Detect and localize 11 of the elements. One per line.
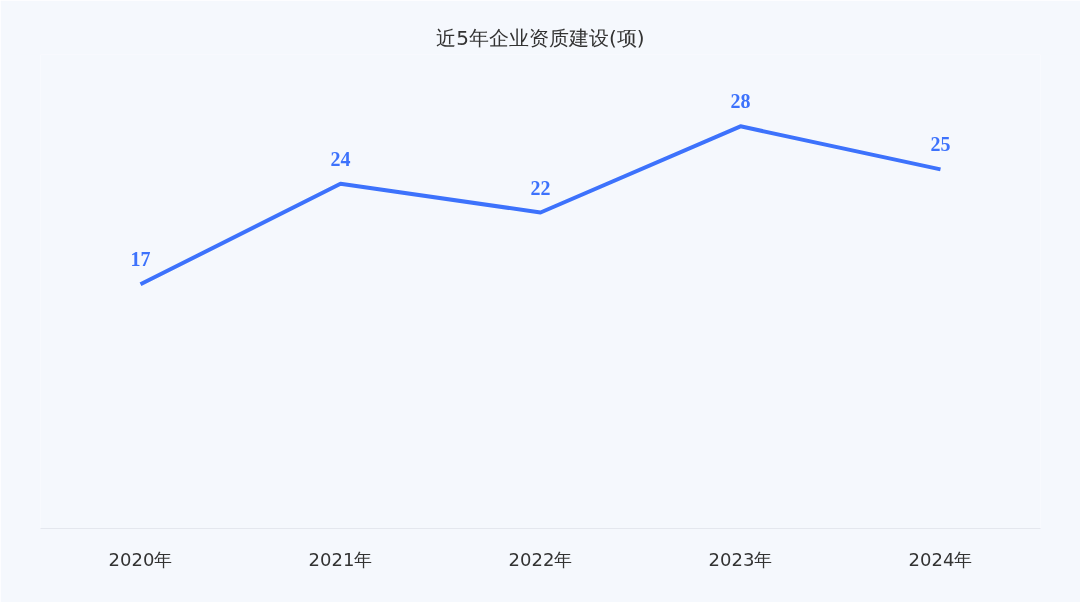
data-label: 28 — [730, 90, 751, 113]
data-label: 22 — [530, 176, 551, 199]
x-tick-label: 2024年 — [908, 548, 973, 570]
data-label: 25 — [930, 133, 951, 156]
x-tick-label: 2020年 — [108, 548, 173, 570]
x-tick-label: 2023年 — [708, 548, 773, 570]
x-tick-label: 2022年 — [508, 548, 573, 570]
data-label: 17 — [130, 248, 151, 271]
data-label: 24 — [330, 147, 351, 170]
x-tick-label: 2021年 — [308, 548, 373, 570]
chart-title: 近5年企业资质建设(项) — [436, 25, 645, 50]
